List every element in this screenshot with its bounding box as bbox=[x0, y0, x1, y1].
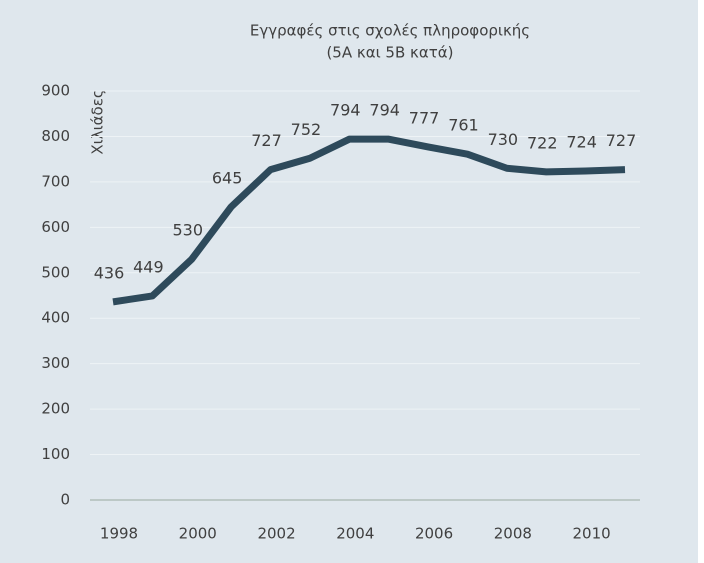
y-tick-label: 600 bbox=[41, 218, 70, 236]
y-tick-label: 0 bbox=[60, 491, 70, 509]
x-tick-label: 1998 bbox=[100, 525, 138, 543]
data-label: 727 bbox=[606, 131, 637, 150]
y-tick-label: 700 bbox=[41, 172, 70, 190]
y-tick-label: 300 bbox=[41, 354, 70, 372]
x-tick-label: 2010 bbox=[573, 525, 611, 543]
x-tick-label: 2008 bbox=[494, 525, 532, 543]
data-label: 730 bbox=[488, 130, 519, 149]
y-tick-label: 200 bbox=[41, 400, 70, 418]
y-axis-label: Χιλιάδες bbox=[89, 89, 107, 154]
x-tick-label: 2006 bbox=[415, 525, 453, 543]
y-tick-label: 400 bbox=[41, 309, 70, 327]
data-label: 752 bbox=[291, 120, 322, 139]
y-tick-label: 100 bbox=[41, 445, 70, 463]
data-label: 777 bbox=[409, 108, 440, 127]
y-tick-label: 900 bbox=[41, 82, 70, 100]
x-tick-label: 2000 bbox=[179, 525, 217, 543]
data-line bbox=[112, 135, 626, 306]
chart-title: Εγγραφές στις σχολές πληροφορικής bbox=[250, 22, 530, 40]
y-tick-label: 800 bbox=[41, 127, 70, 145]
data-label: 727 bbox=[251, 131, 282, 150]
data-label: 794 bbox=[369, 101, 400, 120]
data-label: 436 bbox=[94, 263, 125, 282]
data-label: 724 bbox=[566, 132, 597, 151]
data-label: 645 bbox=[212, 168, 243, 187]
x-tick-label: 2004 bbox=[336, 525, 374, 543]
data-label: 794 bbox=[330, 101, 361, 120]
chart-subtitle: (5Α και 5Β κατά) bbox=[326, 44, 453, 62]
data-label: 530 bbox=[172, 221, 203, 240]
data-label: 761 bbox=[448, 116, 479, 135]
x-tick-label: 2002 bbox=[257, 525, 295, 543]
data-label: 722 bbox=[527, 133, 558, 152]
y-tick-label: 500 bbox=[41, 263, 70, 281]
data-label: 449 bbox=[133, 257, 164, 276]
